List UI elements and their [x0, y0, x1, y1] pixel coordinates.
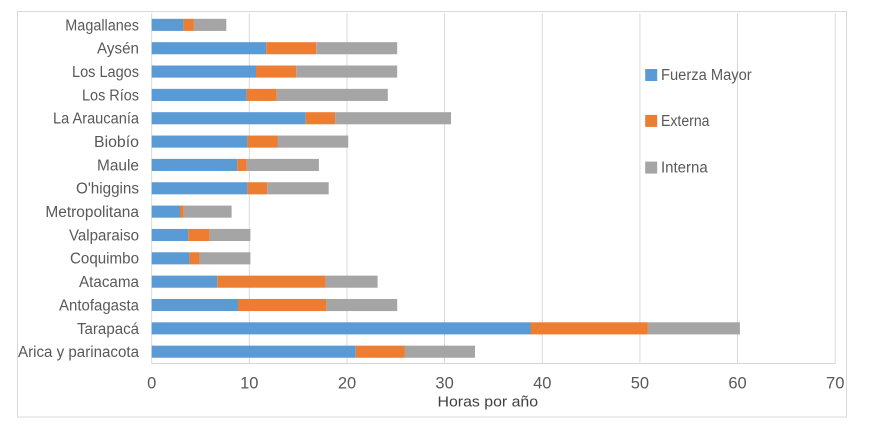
svg-text:40: 40 — [533, 375, 551, 393]
svg-text:70: 70 — [826, 375, 844, 393]
svg-text:Metropolitana: Metropolitana — [45, 204, 139, 221]
svg-text:Interna: Interna — [661, 160, 708, 177]
svg-text:Biobío: Biobío — [94, 134, 139, 151]
svg-text:Atacama: Atacama — [79, 274, 139, 291]
svg-text:Horas por año: Horas por año — [438, 394, 539, 411]
svg-text:Externa: Externa — [661, 113, 710, 130]
svg-text:Antofagasta: Antofagasta — [59, 297, 139, 314]
svg-text:50: 50 — [631, 375, 649, 393]
svg-text:Tarapacá: Tarapacá — [77, 321, 139, 338]
svg-text:60: 60 — [728, 375, 746, 393]
svg-text:Los Lagos: Los Lagos — [72, 64, 139, 81]
svg-text:Magallanes: Magallanes — [65, 17, 139, 34]
svg-text:Coquimbo: Coquimbo — [70, 251, 139, 268]
svg-text:30: 30 — [435, 375, 453, 393]
svg-text:Arica y parinacota: Arica y parinacota — [18, 344, 139, 361]
svg-text:La Araucanía: La Araucanía — [53, 111, 139, 128]
svg-text:20: 20 — [338, 375, 356, 393]
svg-text:O'higgins: O'higgins — [76, 181, 139, 198]
svg-text:10: 10 — [240, 375, 258, 393]
svg-text:0: 0 — [147, 375, 156, 393]
svg-text:Fuerza Mayor: Fuerza Mayor — [661, 67, 752, 84]
svg-text:Los Ríos: Los Ríos — [82, 87, 139, 104]
svg-text:Valparaiso: Valparaiso — [69, 227, 139, 244]
svg-text:Maule: Maule — [97, 157, 139, 174]
svg-text:Aysén: Aysén — [97, 41, 139, 58]
